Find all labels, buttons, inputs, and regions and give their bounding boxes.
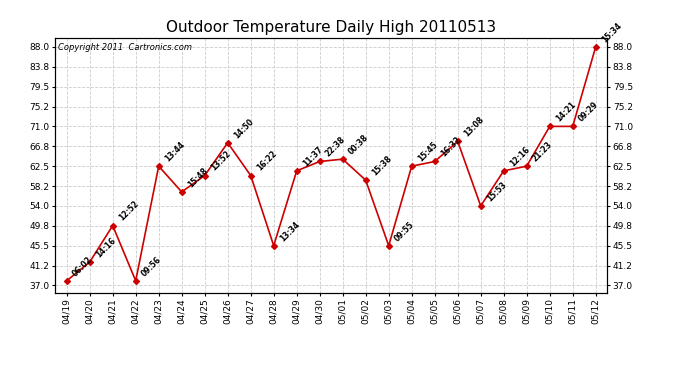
Text: 09:55: 09:55 xyxy=(393,220,416,243)
Text: 14:21: 14:21 xyxy=(554,100,578,124)
Text: 13:52: 13:52 xyxy=(209,149,233,173)
Text: 09:29: 09:29 xyxy=(577,100,600,124)
Text: 15:48: 15:48 xyxy=(186,166,209,189)
Text: 00:38: 00:38 xyxy=(347,133,371,156)
Text: 12:16: 12:16 xyxy=(508,145,531,168)
Text: 09:56: 09:56 xyxy=(140,255,164,278)
Text: 16:32: 16:32 xyxy=(439,135,462,159)
Text: 14:50: 14:50 xyxy=(232,117,255,140)
Text: 11:37: 11:37 xyxy=(301,144,324,168)
Text: 15:34: 15:34 xyxy=(600,21,623,44)
Text: 16:22: 16:22 xyxy=(255,149,278,173)
Text: 15:38: 15:38 xyxy=(370,154,393,177)
Text: 15:53: 15:53 xyxy=(485,180,508,203)
Text: 13:08: 13:08 xyxy=(462,115,485,139)
Text: 12:52: 12:52 xyxy=(117,200,140,223)
Title: Outdoor Temperature Daily High 20110513: Outdoor Temperature Daily High 20110513 xyxy=(166,20,496,35)
Text: 13:44: 13:44 xyxy=(163,140,186,164)
Text: Copyright 2011  Cartronics.com: Copyright 2011 Cartronics.com xyxy=(58,43,192,52)
Text: 15:45: 15:45 xyxy=(416,140,439,164)
Text: 21:23: 21:23 xyxy=(531,140,554,164)
Text: 13:34: 13:34 xyxy=(278,219,302,243)
Text: 22:38: 22:38 xyxy=(324,135,347,159)
Text: 14:16: 14:16 xyxy=(94,236,117,259)
Text: 06:02: 06:02 xyxy=(71,255,95,278)
